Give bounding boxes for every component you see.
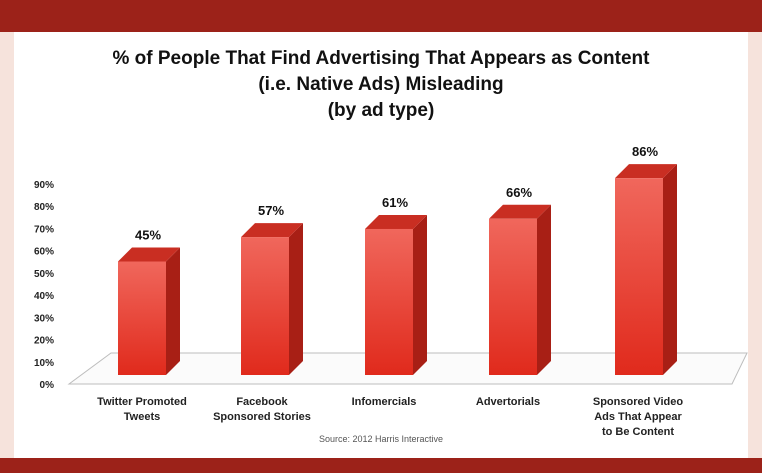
bar-side [289,223,303,375]
y-tick-label: 80% [34,202,54,213]
bar-side [663,164,677,375]
data-label: 66% [506,185,532,200]
y-tick-label: 40% [34,291,54,302]
category-label: Ads That Appear [594,411,682,423]
y-tick-label: 60% [34,247,54,258]
bar-chart: 0% 10% 20% 30% 40% 50% 60% 70% 80% 90% 45% Twitter… [34,144,748,438]
chart-title-line-1: % of People That Find Advertising That A… [112,48,650,69]
chart-title-line-3: (by ad type) [327,100,435,121]
chart-title-line-2: (i.e. Native Ads) Misleading [258,74,504,95]
data-label: 61% [382,195,408,210]
data-label: 45% [135,228,161,243]
category-label: Sponsored Video [593,396,684,408]
y-tick-label: 0% [40,380,55,391]
top-band [0,0,762,32]
y-tick-label: 30% [34,313,54,324]
chart-panel: % of People That Find Advertising That A… [14,32,748,458]
bar-top [615,164,677,179]
y-tick-label: 50% [34,269,54,280]
y-tick-label: 10% [34,358,54,369]
category-label: Sponsored Stories [213,411,311,423]
bar-top [241,223,303,238]
bar [118,261,166,375]
data-label: 86% [632,144,658,159]
bar-side [166,247,180,375]
chart-title: % of People That Find Advertising That A… [14,46,748,124]
bar [365,228,413,375]
bottom-band [0,458,762,473]
category-label: Twitter Promoted [97,396,187,408]
category-label: Tweets [124,411,160,423]
bar-top [118,247,180,262]
bar-top [365,214,427,229]
bar [241,237,289,375]
y-tick-label: 90% [34,180,54,191]
bar [615,178,663,375]
data-label: 57% [258,203,284,218]
source-note: Source: 2012 Harris Interactive [318,434,444,444]
bar-side [537,204,551,375]
category-label: to Be Content [602,426,674,438]
y-tick-label: 70% [34,224,54,235]
category-label: Facebook [236,396,288,408]
bar-top [489,204,551,219]
y-tick-label: 20% [34,336,54,347]
bar [489,218,537,375]
bar-side [413,214,427,375]
category-label: Infomercials [352,396,417,408]
category-label: Advertorials [476,396,540,408]
